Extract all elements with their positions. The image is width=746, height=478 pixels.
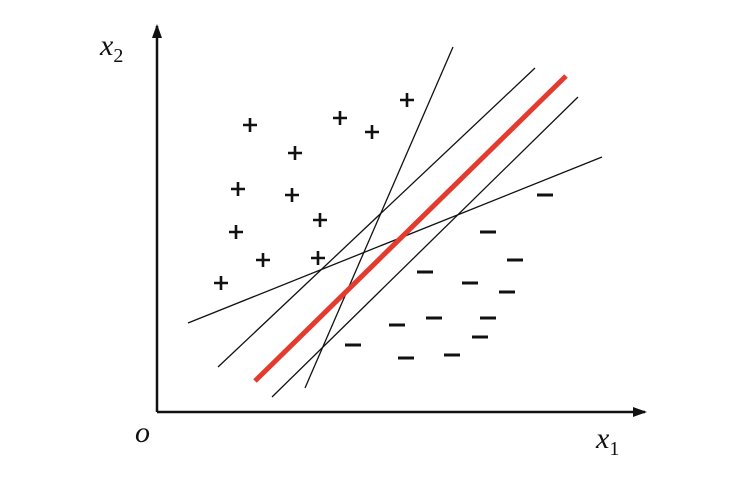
positive-sample xyxy=(285,188,299,202)
x-axis-label: x1 xyxy=(595,422,619,460)
positive-sample xyxy=(229,225,243,239)
hyperplane xyxy=(304,46,454,389)
positive-sample xyxy=(400,93,414,107)
x-axis-label-subscript: 1 xyxy=(609,438,619,460)
positive-sample xyxy=(365,125,379,139)
positive-sample xyxy=(243,118,257,132)
x-axis-label-text: x xyxy=(595,422,610,455)
positive-sample xyxy=(333,111,347,125)
positive-sample xyxy=(231,182,245,196)
hyperplane xyxy=(217,67,536,368)
hyperplane xyxy=(271,96,579,398)
y-axis-label-text: x xyxy=(99,29,114,62)
positive-sample xyxy=(288,146,302,160)
positive-sample xyxy=(313,213,327,227)
optimal-hyperplane xyxy=(253,74,568,383)
origin-label: o xyxy=(135,416,150,449)
positive-sample xyxy=(256,253,270,267)
positive-sample xyxy=(311,251,325,265)
hyperplane xyxy=(187,156,603,324)
y-axis-label: x2 xyxy=(99,29,123,67)
positive-sample xyxy=(214,276,228,290)
y-axis-label-subscript: 2 xyxy=(113,45,123,67)
samples xyxy=(214,93,553,360)
